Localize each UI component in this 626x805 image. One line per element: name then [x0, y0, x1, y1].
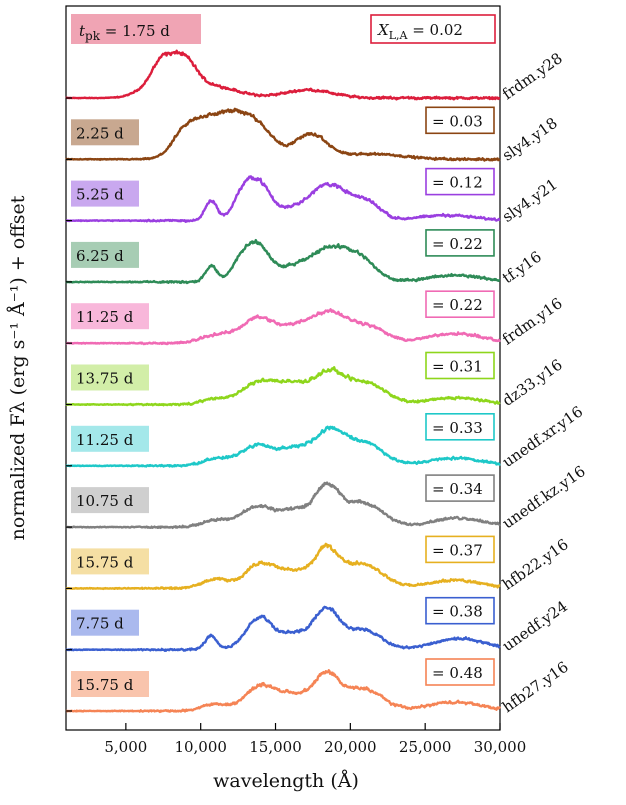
xla-label: = 0.48 [425, 658, 495, 686]
svg-text:= 0.22: = 0.22 [432, 235, 483, 253]
model-label: frdm.y28 [499, 49, 566, 103]
time-label: tpk = 1.75 d [71, 14, 201, 44]
model-label: frdm.y16 [499, 294, 566, 348]
model-label: hfb27.y16 [499, 658, 572, 716]
xla-label: = 0.03 [425, 106, 495, 135]
time-label: 13.75 d [71, 364, 149, 391]
x-axis-label: wavelength (Å) [213, 770, 359, 792]
spectrum-line [65, 175, 501, 223]
xla-label: = 0.34 [425, 474, 495, 502]
svg-text:= 0.38: = 0.38 [432, 603, 483, 621]
time-label: 15.75 d [71, 671, 149, 697]
x-tick-label: 20,000 [324, 738, 377, 756]
model-label: tf.y16 [499, 248, 545, 288]
xla-label: = 0.38 [425, 596, 495, 625]
svg-text:15.75 d: 15.75 d [76, 676, 134, 694]
svg-text:7.75 d: 7.75 d [76, 615, 124, 633]
x-tick-label: 25,000 [399, 738, 452, 756]
spectrum-line [65, 669, 502, 714]
spectrum-line [65, 481, 501, 530]
time-label: 6.25 d [71, 241, 139, 268]
time-label: 15.75 d [71, 548, 149, 575]
svg-text:= 0.48: = 0.48 [432, 664, 483, 682]
time-label: 7.75 d [71, 609, 139, 636]
svg-text:10.75 d: 10.75 d [76, 492, 134, 510]
model-label: unedf.xr.y16 [499, 402, 586, 471]
spectrum-line [65, 425, 501, 468]
xla-label: XL,A = 0.02 [370, 14, 496, 44]
spectrum-line [65, 366, 501, 407]
svg-text:5.25 d: 5.25 d [76, 186, 124, 204]
svg-text:15.75 d: 15.75 d [76, 553, 134, 571]
model-label: hfb22.y16 [499, 535, 572, 593]
xla-label: = 0.22 [425, 229, 495, 257]
spectrum-line [65, 49, 501, 101]
svg-text:11.25 d: 11.25 d [76, 431, 134, 449]
svg-text:= 0.31: = 0.31 [432, 358, 483, 376]
spectrum-line [65, 308, 501, 346]
spectrum-line [65, 542, 501, 591]
model-label: sly4.y18 [499, 114, 561, 165]
svg-text:= 0.03: = 0.03 [432, 112, 483, 130]
x-axis: 5,000 10,000 15,000 20,000 25,000 30,000 [104, 723, 526, 756]
svg-text:= 0.37: = 0.37 [432, 541, 483, 559]
spectra-group [65, 49, 502, 714]
xla-label: = 0.31 [425, 351, 495, 380]
xla-label: = 0.37 [425, 535, 495, 564]
time-label: 11.25 d [71, 303, 149, 330]
svg-text:= 0.22: = 0.22 [432, 296, 483, 314]
svg-text:2.25 d: 2.25 d [76, 124, 124, 142]
spectrum-line [65, 238, 501, 285]
model-label: unedf.kz.y16 [499, 462, 589, 532]
model-label: sly4.y21 [499, 175, 561, 226]
x-tick-label: 15,000 [249, 738, 302, 756]
spectrum-line [65, 107, 501, 162]
x-tick-label: 10,000 [174, 738, 227, 756]
svg-text:11.25 d: 11.25 d [76, 308, 134, 326]
svg-text:6.25 d: 6.25 d [76, 247, 124, 265]
svg-text:13.75 d: 13.75 d [76, 370, 134, 388]
xla-label: = 0.12 [425, 167, 495, 196]
y-axis-label: normalized Fλ (erg s⁻¹ Å⁻¹) + offset [7, 195, 29, 540]
model-label: dz33.y16 [499, 355, 566, 409]
svg-text:= 0.12: = 0.12 [432, 174, 483, 192]
svg-text:tpk = 1.75 d: tpk = 1.75 d [79, 22, 170, 43]
time-label: 10.75 d [71, 487, 149, 514]
time-label: 11.25 d [71, 425, 149, 452]
xla-label: = 0.33 [425, 412, 495, 441]
x-tick-label: 5,000 [104, 738, 147, 756]
x-tick-label: 30,000 [474, 738, 527, 756]
spectrum-line [65, 605, 501, 652]
time-label: 5.25 d [71, 180, 139, 207]
model-label: unedf.y24 [499, 597, 571, 655]
svg-text:= 0.34: = 0.34 [432, 480, 483, 498]
y-axis-ticks [66, 97, 72, 712]
svg-text:= 0.33: = 0.33 [432, 419, 483, 437]
time-label: 2.25 d [71, 119, 139, 146]
svg-text:XL,A = 0.02: XL,A = 0.02 [377, 21, 463, 42]
xla-label: = 0.22 [425, 290, 495, 319]
